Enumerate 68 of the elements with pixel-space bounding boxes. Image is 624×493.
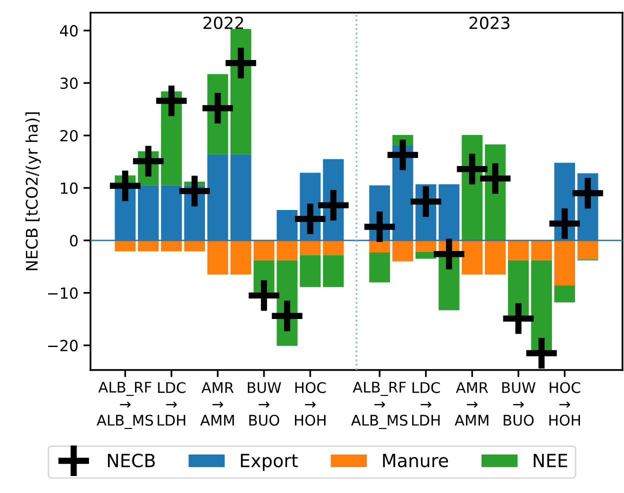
point (294, 204, 326, 234)
point (156, 86, 187, 116)
y-tick-label: 20 (60, 130, 78, 142)
bar (207, 240, 228, 275)
point (272, 300, 302, 332)
bar (300, 255, 321, 288)
bar (392, 240, 414, 262)
annotation: 2023 (470, 16, 510, 30)
x-tick-label: LDC → LDH (412, 382, 440, 426)
bar (415, 240, 436, 252)
point (133, 146, 164, 176)
bar (508, 240, 529, 260)
x-tick-label: ALB_RF → ALB_MS (96, 382, 153, 429)
point (480, 163, 511, 194)
point (110, 170, 140, 202)
bar (484, 240, 506, 275)
bar (254, 240, 274, 260)
bar (300, 240, 321, 256)
point (572, 178, 604, 208)
legend-label: NEE (534, 454, 568, 468)
bar (230, 240, 252, 275)
x-tick-label: AMR → AMM (454, 382, 488, 426)
point (503, 303, 534, 334)
point (248, 280, 280, 311)
point (387, 140, 418, 170)
bar (322, 255, 344, 288)
point (226, 48, 256, 78)
x-tick-label: BUW → BUO (248, 382, 282, 426)
point (526, 338, 557, 368)
bar (554, 286, 576, 302)
x-tick-label: LDC → LDH (158, 382, 186, 426)
point (410, 186, 442, 217)
bar (577, 240, 598, 260)
y-tick-label: −20 (48, 340, 78, 352)
y-axis-title: NECB [tCO2/(yr ha)] (25, 112, 41, 270)
y-tick-label: 10 (60, 182, 78, 194)
legend-label: Manure (383, 454, 448, 468)
bar (554, 240, 576, 286)
annotation: 2022 (204, 16, 244, 30)
x-tick-label: AMR → AMM (200, 382, 234, 426)
x-tick-label: ALB_RF → ALB_MS (351, 382, 408, 429)
bar (531, 240, 552, 260)
y-tick-label: 40 (60, 25, 78, 37)
point (456, 154, 488, 184)
point (549, 208, 580, 239)
point (318, 190, 349, 221)
bar (322, 240, 344, 256)
bar (415, 252, 436, 259)
y-tick-label: 30 (60, 77, 78, 90)
point (202, 92, 233, 124)
point (434, 238, 464, 270)
x-tick-label: BUW → BUO (502, 382, 536, 426)
legend-label: NECB (108, 454, 155, 468)
bar (138, 240, 159, 252)
bar (184, 240, 205, 252)
bar (276, 240, 298, 260)
bar (161, 240, 182, 252)
bar (462, 240, 483, 275)
bar (114, 240, 136, 252)
x-tick-label: HOC → HOH (294, 382, 326, 426)
bar (369, 252, 390, 282)
legend-label: Export (240, 454, 298, 471)
point (364, 211, 395, 242)
point (179, 176, 210, 206)
y-tick-label: 0 (70, 234, 78, 246)
y-tick-label: −10 (48, 287, 78, 299)
bar (369, 240, 390, 252)
x-tick-label: HOC → HOH (549, 382, 580, 426)
